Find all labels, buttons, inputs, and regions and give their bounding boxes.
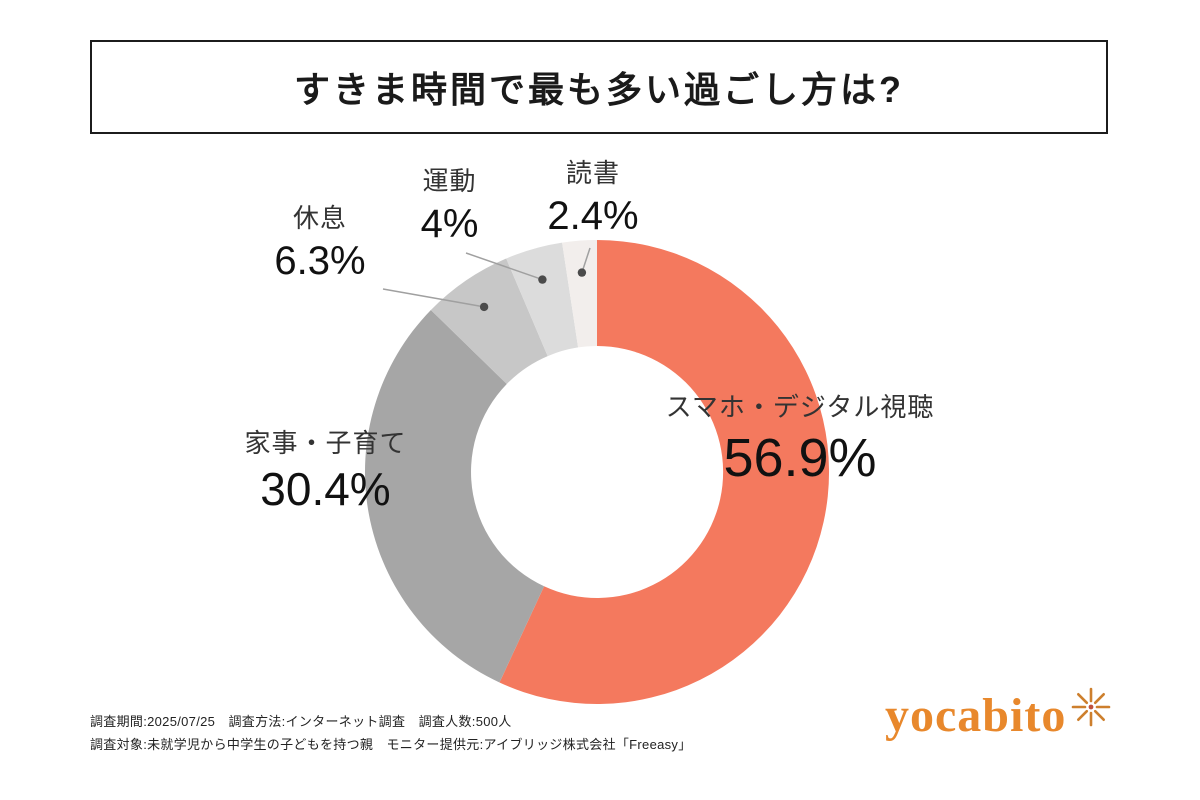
label-reading: 読書 2.4% — [533, 158, 653, 240]
leader-dot-2 — [479, 302, 489, 312]
chart-title: すきま時間で最も多い過ごし方は? — [294, 69, 904, 110]
sparkle-icon — [1072, 687, 1111, 727]
donut-slice-2 — [430, 258, 548, 384]
leader-dot-3 — [538, 275, 547, 284]
leader-line-3 — [465, 252, 543, 281]
label-housework-name: 家事・子育て — [244, 428, 407, 458]
label-reading-name: 読書 — [565, 158, 620, 188]
label-smartphone-name: スマホ・デジタル視聴 — [665, 392, 935, 422]
survey-notes: 調査期間:2025/07/25 調査方法:インターネット調査 調査人数:500人… — [90, 710, 692, 757]
leader-line-2 — [382, 288, 485, 308]
label-smartphone-value: 56.9% — [723, 428, 877, 489]
label-smartphone-digital: スマホ・デジタル視聴 56.9% — [635, 392, 965, 491]
label-housework-value: 30.4% — [260, 463, 391, 516]
title-box: すきま時間で最も多い過ごし方は? — [90, 40, 1108, 134]
label-housework-childcare: 家事・子育て 30.4% — [228, 428, 423, 517]
donut-slice-1 — [364, 310, 545, 683]
brand-logo-text: yocabito — [885, 689, 1067, 742]
survey-note-line2: 調査対象:未就学児から中学生の子どもを持つ親 モニター提供元:アイブリッジ株式会… — [90, 737, 692, 753]
survey-note-line1: 調査期間:2025/07/25 調査方法:インターネット調査 調査人数:500人 — [90, 714, 512, 729]
donut-slice-4 — [562, 239, 597, 348]
label-exercise: 運動 4% — [392, 166, 507, 248]
brand-logo: yocabito — [885, 687, 1112, 742]
label-rest-value: 6.3% — [274, 239, 366, 284]
leader-line-4 — [581, 247, 591, 273]
label-rest-name: 休息 — [292, 203, 347, 233]
label-rest: 休息 6.3% — [250, 203, 390, 285]
label-exercise-value: 4% — [420, 202, 479, 247]
donut-slice-3 — [506, 242, 579, 357]
donut-slice-0 — [499, 240, 830, 704]
leader-dot-4 — [577, 268, 587, 277]
label-exercise-name: 運動 — [422, 166, 477, 196]
label-reading-value: 2.4% — [547, 194, 639, 239]
